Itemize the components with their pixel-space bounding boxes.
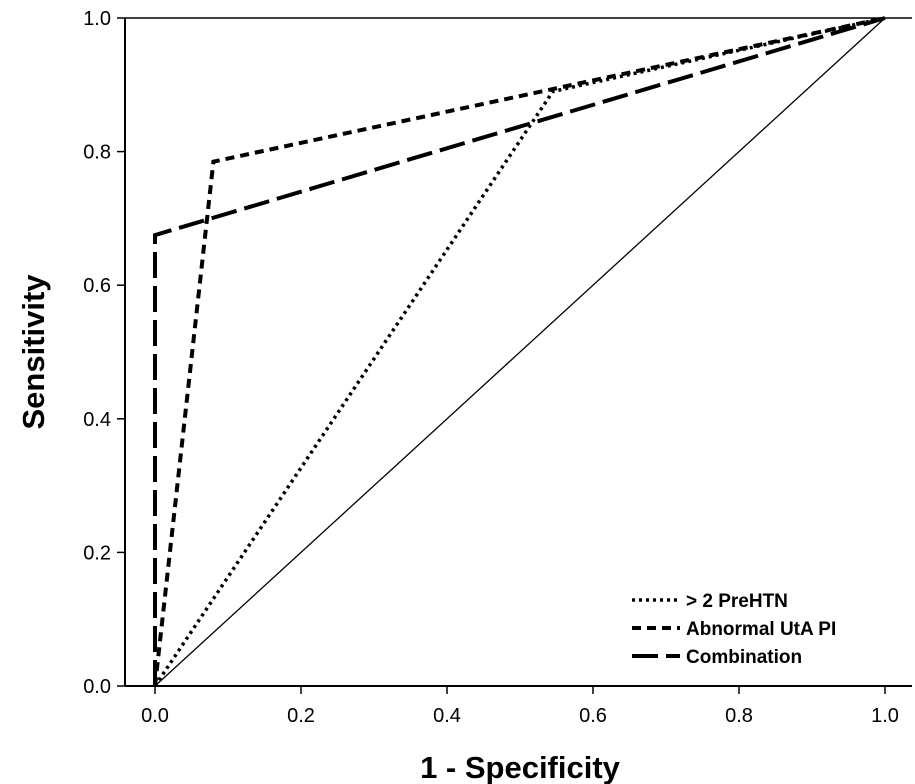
x-axis-title: 1 - Specificity <box>420 750 621 784</box>
series-line-2 <box>153 16 886 687</box>
x-tick-label: 0.8 <box>725 705 753 727</box>
y-tick-label: 0.6 <box>83 275 111 297</box>
y-axis-title: Sensitivity <box>16 274 51 430</box>
y-tick-label: 0.8 <box>83 142 111 164</box>
legend-label-2: Abnormal UtA PI <box>686 619 836 640</box>
x-tick-label: 0.6 <box>579 705 607 727</box>
y-tick-label: 1.0 <box>83 8 111 30</box>
x-tick-label: 0.2 <box>287 705 315 727</box>
ticks-group: 0.0 0.2 0.4 0.6 0.8 1.0 0.0 0.2 0.4 0.6 0.8 1.0 <box>83 8 899 727</box>
reference-diagonal-group <box>154 17 886 687</box>
x-tick-label: 0.0 <box>141 705 169 727</box>
series-line-1 <box>153 16 886 687</box>
y-tick-label: 0.0 <box>83 676 111 698</box>
y-tick-label: 0.2 <box>83 542 111 564</box>
y-tick-label: 0.4 <box>83 409 111 431</box>
legend-label-1: > 2 PreHTN <box>686 591 788 612</box>
legend: > 2 PreHTN Abnormal UtA PI Combination <box>632 591 836 668</box>
series-line-3 <box>153 16 886 686</box>
x-tick-label: 1.0 <box>871 705 899 727</box>
axes <box>124 17 912 687</box>
series-group <box>153 16 886 687</box>
legend-label-3: Combination <box>686 647 802 668</box>
reference-diagonal-line <box>154 17 886 687</box>
x-tick-label: 0.4 <box>433 705 461 727</box>
